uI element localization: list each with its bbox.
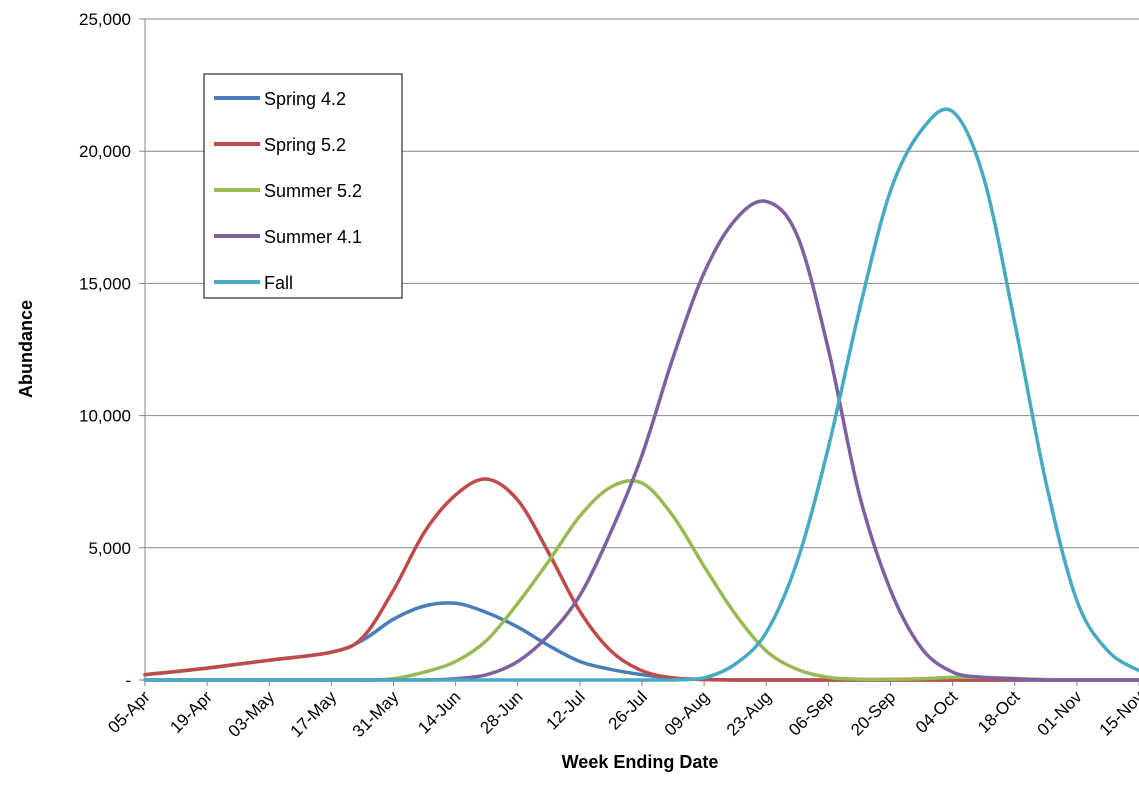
legend-box — [203, 73, 403, 299]
legend-label: Summer 4.1 — [264, 227, 362, 247]
y-tick-label: 10,000 — [79, 407, 131, 426]
legend-label: Fall — [264, 273, 293, 293]
series-line-2 — [143, 478, 1139, 682]
y-tick-label: 25,000 — [79, 10, 131, 29]
x-axis-title: Week Ending Date — [562, 752, 719, 772]
x-tick-label: 19-Apr — [166, 687, 216, 737]
series-line-4 — [143, 107, 1139, 682]
y-tick-label: 20,000 — [79, 142, 131, 161]
y-tick-label: - — [125, 671, 131, 690]
x-tick-label: 18-Oct — [974, 687, 1024, 737]
x-tick-label: 06-Sep — [785, 687, 837, 739]
x-tick-label: 31-May — [349, 687, 403, 741]
x-tick-label: 09-Aug — [661, 687, 713, 739]
x-tick-label: 01-Nov — [1034, 687, 1087, 740]
x-tick-label: 04-Oct — [912, 687, 962, 737]
x-tick-label: 17-May — [287, 687, 341, 741]
x-tick-label: 03-May — [225, 687, 279, 741]
x-axis-ticks: 05-Apr 19-Apr 03-May 17-May 31-May 14-Jun 28-J… — [104, 680, 1139, 741]
x-tick-label: 12-Jul — [543, 687, 589, 733]
x-tick-label: 15-Nov — [1096, 687, 1139, 740]
x-tick-label: 20-Sep — [847, 687, 899, 739]
x-tick-label: 26-Jul — [605, 687, 651, 733]
y-axis-title: Abundance — [16, 300, 36, 398]
y-tick-label: 5,000 — [88, 539, 131, 558]
legend-label: Summer 5.2 — [264, 181, 362, 201]
y-axis-ticks: - 5,000 10,000 15,000 20,000 25,000 — [79, 10, 145, 690]
x-tick-label: 05-Apr — [104, 687, 154, 737]
legend-label: Spring 4.2 — [264, 89, 346, 109]
series-line-1 — [143, 477, 1139, 682]
x-tick-label: 23-Aug — [723, 687, 775, 739]
legend: Spring 4.2 Spring 5.2 Summer 5.2 Summer 4.1… — [203, 73, 403, 299]
x-tick-label: 14-Jun — [414, 687, 464, 737]
x-tick-label: 28-Jun — [476, 687, 526, 737]
series-lines — [143, 107, 1139, 682]
series-line-0 — [143, 601, 1139, 682]
y-tick-label: 15,000 — [79, 274, 131, 293]
legend-label: Spring 5.2 — [264, 135, 346, 155]
